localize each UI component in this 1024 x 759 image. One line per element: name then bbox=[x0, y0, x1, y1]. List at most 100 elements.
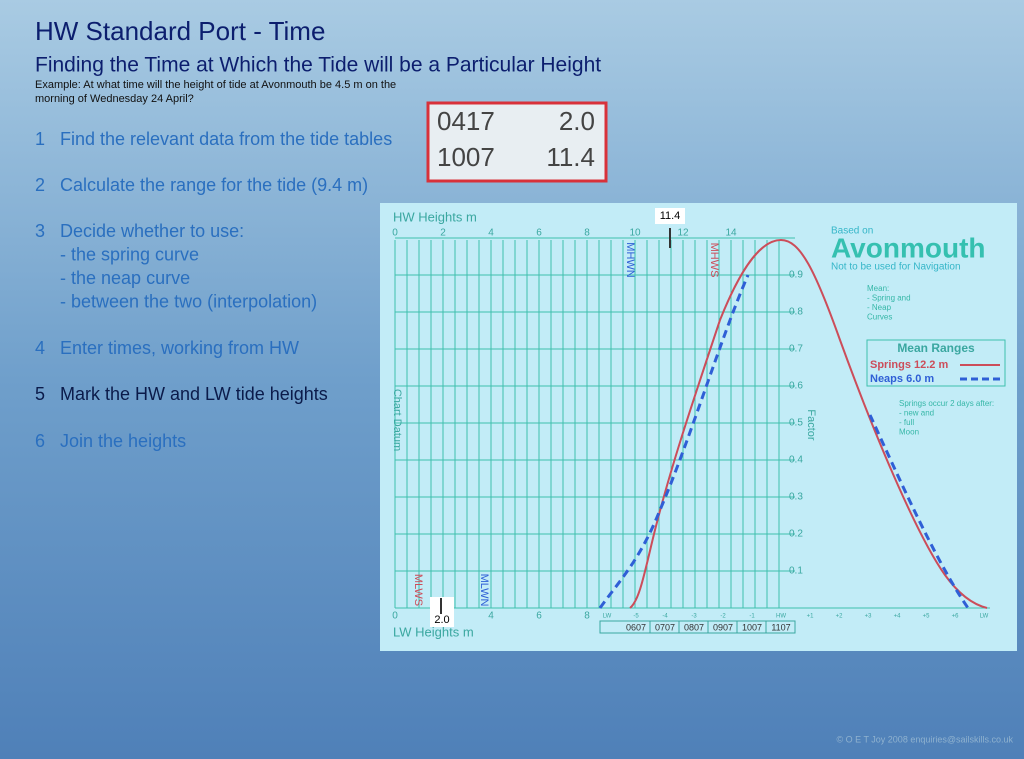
step-item: - the neap curve bbox=[60, 268, 190, 288]
springs-note: - new and bbox=[899, 409, 934, 418]
lw-tick-label: 6 bbox=[536, 611, 542, 622]
factor-tick-label: 0.9 bbox=[789, 270, 803, 281]
chart-datum: Chart Datum bbox=[391, 389, 403, 451]
hw-tick-label: 10 bbox=[629, 228, 641, 239]
tide-height: 11.4 bbox=[546, 142, 595, 172]
steps: 1 Find the relevant data from the tide ta… bbox=[35, 129, 392, 451]
example: morning of Wednesday 24 April? bbox=[35, 93, 194, 105]
time-value: 0707 bbox=[655, 622, 675, 632]
factor-tick-label: 0.8 bbox=[789, 307, 803, 318]
time-tick-label: -3 bbox=[691, 614, 697, 620]
factor-tick-label: 0.4 bbox=[789, 455, 803, 466]
hw-axis-label: HW Heights m bbox=[393, 209, 477, 224]
lw-tick-label: 0 bbox=[392, 611, 398, 622]
mlws-label: MLWS bbox=[412, 574, 424, 606]
step-number: 3 bbox=[35, 221, 45, 241]
time-tick-label: LW bbox=[603, 614, 612, 620]
tide-table-rows: 0417 2.0 1007 11.4 bbox=[437, 106, 595, 172]
factor-tick-label: 0.7 bbox=[789, 344, 803, 355]
time-tick-label: +2 bbox=[836, 614, 844, 620]
neaps-curve-fall bbox=[868, 414, 970, 609]
mhws-label: MHWS bbox=[708, 243, 720, 278]
tide-time: 0417 bbox=[437, 106, 495, 136]
mlwn-label: MLWN bbox=[478, 574, 490, 607]
mean-note: - Spring and bbox=[867, 294, 911, 303]
lw-marker: 2.0 bbox=[434, 614, 449, 626]
time-tick-label: HW bbox=[776, 614, 786, 620]
step-number: 2 bbox=[35, 175, 45, 195]
time-tick-label: +5 bbox=[923, 614, 931, 620]
time-value: 1107 bbox=[771, 622, 790, 632]
mean-note: Mean: bbox=[867, 284, 889, 293]
hw-tick-label: 6 bbox=[536, 228, 542, 239]
step-number: 5 bbox=[35, 384, 45, 404]
tide-table bbox=[426, 101, 608, 183]
time-tick-label: -1 bbox=[749, 614, 755, 620]
step-text: Join the heights bbox=[60, 431, 186, 451]
hw-marker-box bbox=[655, 208, 685, 224]
lw-tick-label: 8 bbox=[584, 611, 590, 622]
time-value: 0907 bbox=[713, 622, 733, 632]
footer: © O E T Joy 2008 enquiries@sailskills.co… bbox=[836, 734, 1013, 744]
factor-label: Factor bbox=[805, 409, 817, 441]
diagram-panel bbox=[380, 203, 1017, 651]
step-number: 6 bbox=[35, 431, 45, 451]
step-item: - the spring curve bbox=[60, 244, 199, 264]
mean-ranges-title: Mean Ranges bbox=[897, 341, 975, 355]
mean-ranges-box bbox=[866, 339, 1006, 387]
mhwn-label: MHWN bbox=[624, 242, 636, 277]
springs-note: Springs occur 2 days after: bbox=[899, 399, 994, 408]
mean-note: - Neap bbox=[867, 303, 892, 312]
springs-note: - full bbox=[899, 418, 914, 427]
step-text: Enter times, working from HW bbox=[60, 338, 299, 358]
grid: 02468101214024680.90.80.70.60.50.40.30.2… bbox=[392, 228, 994, 634]
factor-tick-label: 0.1 bbox=[789, 566, 803, 577]
hw-tick-label: 14 bbox=[725, 228, 737, 239]
time-value: 0607 bbox=[626, 622, 646, 632]
time-tick-label: -5 bbox=[633, 614, 639, 620]
neaps-curve-rise bbox=[598, 274, 750, 609]
time-tick-label: LW bbox=[980, 614, 989, 620]
step-text: Find the relevant data from the tide tab… bbox=[60, 129, 392, 149]
springs-range: Springs 12.2 m bbox=[870, 359, 948, 371]
time-tick-label: -2 bbox=[720, 614, 726, 620]
neaps-range: Neaps 6.0 m bbox=[870, 373, 934, 385]
springs-note: Moon bbox=[899, 428, 919, 437]
step-number: 1 bbox=[35, 129, 45, 149]
factor-tick-label: 0.2 bbox=[789, 529, 803, 540]
time-value: 1007 bbox=[742, 622, 762, 632]
port: Avonmouth bbox=[831, 232, 986, 263]
title: HW Standard Port - Time bbox=[35, 16, 325, 46]
example: Example: At what time will the height of… bbox=[35, 79, 396, 91]
time-tick-label: +3 bbox=[865, 614, 873, 620]
hw-tick-label: 4 bbox=[488, 228, 494, 239]
time-tick-label: -4 bbox=[662, 614, 668, 620]
warning: Not to be used for Navigation bbox=[831, 262, 961, 273]
time-tick-label: +1 bbox=[807, 614, 815, 620]
hw-tick-label: 8 bbox=[584, 228, 590, 239]
step-text: Calculate the range for the tide (9.4 m) bbox=[60, 175, 368, 195]
lw-axis-label: LW Heights m bbox=[393, 624, 474, 639]
hw-tick-label: 2 bbox=[440, 228, 446, 239]
subtitle: Finding the Time at Which the Tide will … bbox=[35, 54, 601, 77]
step-number: 4 bbox=[35, 338, 45, 358]
tide-height: 2.0 bbox=[559, 106, 595, 136]
time-tick-label: +6 bbox=[952, 614, 960, 620]
mean-note: Curves bbox=[867, 313, 892, 322]
factor-tick-label: 0.6 bbox=[789, 381, 803, 392]
hw-tick-label: 12 bbox=[677, 228, 689, 239]
step-text: Decide whether to use: bbox=[60, 221, 244, 241]
factor-tick-label: 0.3 bbox=[789, 492, 803, 503]
step-text: Mark the HW and LW tide heights bbox=[60, 384, 328, 404]
factor-tick-label: 0.5 bbox=[789, 418, 803, 429]
hw-marker: 11.4 bbox=[660, 210, 681, 222]
time-tick-label: +4 bbox=[894, 614, 902, 620]
hw-tick-label: 0 bbox=[392, 228, 398, 239]
tidal-curve-diagram: HW Heights m LW Heights m Based on Avonm… bbox=[380, 203, 1017, 651]
lw-tick-label: 4 bbox=[488, 611, 494, 622]
based-on: Based on bbox=[831, 226, 873, 237]
tide-time: 1007 bbox=[437, 142, 495, 172]
step-item: - between the two (interpolation) bbox=[60, 291, 317, 311]
time-value: 0807 bbox=[684, 622, 704, 632]
